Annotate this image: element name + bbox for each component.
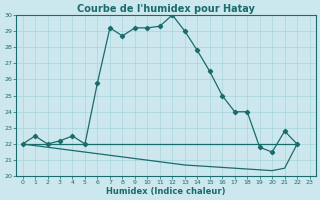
Title: Courbe de l'humidex pour Hatay: Courbe de l'humidex pour Hatay bbox=[77, 4, 255, 14]
X-axis label: Humidex (Indice chaleur): Humidex (Indice chaleur) bbox=[106, 187, 226, 196]
